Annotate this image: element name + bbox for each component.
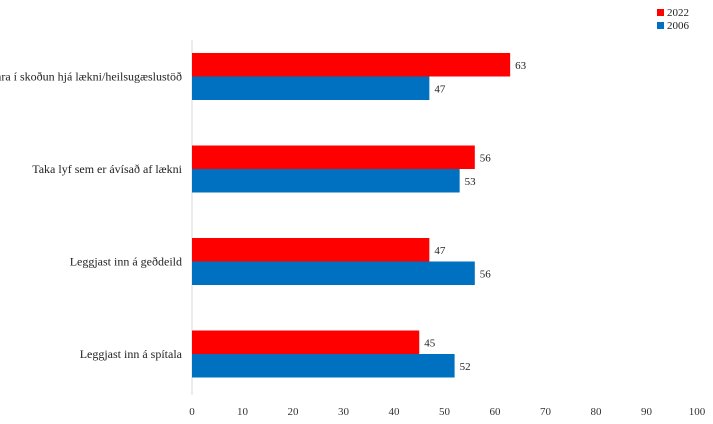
x-tick-label: 90 <box>641 406 653 418</box>
data-label: 56 <box>480 268 492 280</box>
legend-swatch-2006 <box>657 22 664 29</box>
category-label: Leggjast inn á spítala <box>80 347 183 361</box>
x-tick-label: 10 <box>237 406 249 418</box>
legend-label-2006: 2006 <box>667 20 690 32</box>
category-label: Fara í skoðun hjá lækni/heilsugæslustöð <box>0 70 182 84</box>
category-label: Leggjast inn á geðdeild <box>70 255 182 269</box>
bar-2022 <box>192 145 475 169</box>
bar-2022 <box>192 330 420 354</box>
data-label: 45 <box>424 337 436 349</box>
data-label: 47 <box>434 245 446 257</box>
bar-2006 <box>192 354 455 378</box>
data-label: 52 <box>460 361 471 373</box>
labels-layer: 63 47 Fara í skoðun hjá lækni/heilsugæslus… <box>0 60 527 373</box>
x-tick-label: 40 <box>389 406 401 418</box>
x-tick-label: 80 <box>591 406 603 418</box>
bar-2006 <box>192 261 475 285</box>
x-tick-label: 30 <box>338 406 350 418</box>
legend-label-2022: 2022 <box>667 7 689 19</box>
x-tick-label: 70 <box>540 406 552 418</box>
bars-layer <box>192 53 511 378</box>
category-label: Taka lyf sem er ávísað af lækni <box>32 162 182 176</box>
data-label: 47 <box>434 83 446 95</box>
x-tick-label: 60 <box>490 406 502 418</box>
x-tick-label: 100 <box>689 406 706 418</box>
bar-2022 <box>192 53 511 77</box>
x-tick-label: 20 <box>288 406 300 418</box>
bar-2006 <box>192 76 430 100</box>
bar-2022 <box>192 238 430 262</box>
x-tick-label: 0 <box>189 406 195 418</box>
x-tick-label: 50 <box>439 406 451 418</box>
data-label: 63 <box>515 60 527 72</box>
legend-swatch-2022 <box>657 9 664 16</box>
bar-2006 <box>192 169 460 193</box>
data-label: 56 <box>480 152 492 164</box>
data-label: 53 <box>465 176 477 188</box>
